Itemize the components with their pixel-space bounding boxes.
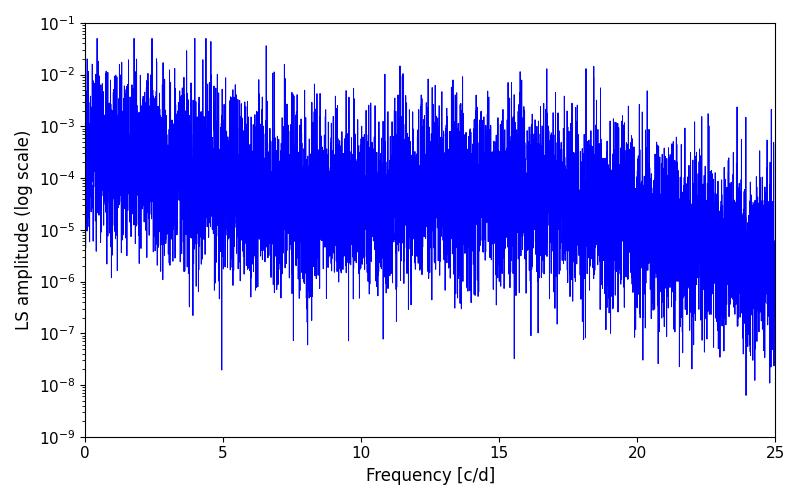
Y-axis label: LS amplitude (log scale): LS amplitude (log scale) xyxy=(15,130,33,330)
X-axis label: Frequency [c/d]: Frequency [c/d] xyxy=(366,467,494,485)
